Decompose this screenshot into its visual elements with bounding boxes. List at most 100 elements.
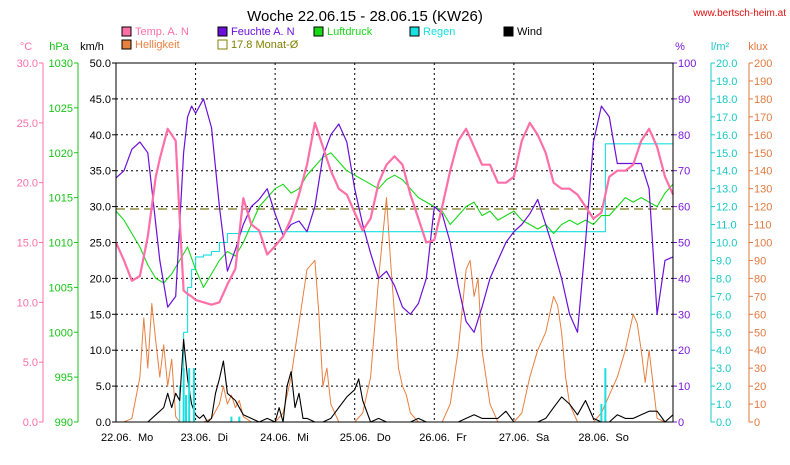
humidity-tick-label: 60 <box>678 202 690 214</box>
rain-tick-label: 13.0 <box>716 184 737 196</box>
wind-tick-label: 5.0 <box>96 381 111 393</box>
legend-label: Helligkeit <box>135 39 180 51</box>
rain-tick-label: 4.0 <box>716 345 731 357</box>
light-tick-label: 30 <box>754 363 766 375</box>
rain-tick-label: 11.0 <box>716 220 737 232</box>
x-date-label: 25.06. <box>340 432 371 444</box>
x-date-label: 24.06. <box>260 432 291 444</box>
pressure-tick-label: 1005 <box>49 282 73 294</box>
humidity-tick-label: 30 <box>678 309 690 321</box>
humidity-tick-label: 90 <box>678 94 690 106</box>
x-day-label: Do <box>377 432 391 444</box>
x-date-label: 22.06. <box>101 432 132 444</box>
temp-tick-label: 10.0 <box>17 297 38 309</box>
wind-tick-label: 40.0 <box>90 130 111 142</box>
temp-tick-label: 20.0 <box>17 178 38 190</box>
rain-tick-label: 9.0 <box>716 255 731 267</box>
pressure-tick-label: 1020 <box>49 148 73 160</box>
legend-label: Regen <box>423 26 455 38</box>
x-date-label: 26.06. <box>419 432 450 444</box>
legend-swatch <box>503 26 514 37</box>
light-tick-label: 190 <box>754 76 772 88</box>
light-tick-label: 100 <box>754 238 772 250</box>
light-tick-label: 60 <box>754 309 766 321</box>
humidity-axis-unit: % <box>675 41 685 53</box>
series-feuchte-a-n-line <box>115 98 674 333</box>
light-tick-label: 160 <box>754 130 772 142</box>
x-date-label: 27.06. <box>499 432 530 444</box>
light-tick-label: 40 <box>754 345 766 357</box>
humidity-tick-label: 70 <box>678 166 690 178</box>
light-tick-label: 150 <box>754 148 772 160</box>
pressure-tick-label: 990 <box>55 417 73 429</box>
rain-tick-label: 14.0 <box>716 166 737 178</box>
humidity-tick-label: 0 <box>678 417 684 429</box>
wind-tick-label: 10.0 <box>90 345 111 357</box>
wind-axis-unit: km/h <box>80 41 104 53</box>
rain-tick-label: 5.0 <box>716 327 731 339</box>
light-tick-label: 130 <box>754 184 772 196</box>
wind-tick-label: 15.0 <box>90 309 111 321</box>
light-tick-label: 120 <box>754 202 772 214</box>
rain-tick-label: 0.0 <box>716 417 731 429</box>
rain-tick-label: 3.0 <box>716 363 731 375</box>
temp-tick-label: 0.0 <box>23 417 38 429</box>
humidity-tick-label: 50 <box>678 238 690 250</box>
plot-frame <box>115 62 674 423</box>
x-day-label: Sa <box>536 432 550 444</box>
wind-tick-label: 45.0 <box>90 94 111 106</box>
legend-swatch <box>217 26 228 37</box>
pressure-tick-label: 1025 <box>49 103 73 115</box>
rain-tick-label: 2.0 <box>716 381 731 393</box>
rain-tick-label: 18.0 <box>716 94 737 106</box>
pressure-tick-label: 995 <box>55 372 73 384</box>
legend-swatch <box>121 39 132 50</box>
rain-tick-label: 1.0 <box>716 399 731 411</box>
rain-tick-label: 15.0 <box>716 148 737 160</box>
axes: 0.05.010.015.020.025.030.099099510001005… <box>17 58 773 429</box>
legend-swatch <box>121 26 132 37</box>
wind-tick-label: 0.0 <box>96 417 111 429</box>
rain-tick-label: 12.0 <box>716 202 737 214</box>
legend-label: Temp. A. N <box>135 26 189 38</box>
pressure-tick-label: 1000 <box>49 327 73 339</box>
light-tick-label: 80 <box>754 273 766 285</box>
wind-tick-label: 35.0 <box>90 166 111 178</box>
series-wind-line <box>116 338 674 423</box>
humidity-tick-label: 10 <box>678 381 690 393</box>
light-tick-label: 20 <box>754 381 766 393</box>
series-luftdruck-line <box>115 152 674 288</box>
rain-tick-label: 20.0 <box>716 58 737 70</box>
pressure-tick-label: 1015 <box>49 193 73 205</box>
light-tick-label: 170 <box>754 112 772 124</box>
light-tick-label: 50 <box>754 327 766 339</box>
x-axis-labels: 22.06. Mo 23.06. Di 24.06. Mi 25.06. Do 26.06. Fr… <box>101 432 629 444</box>
light-tick-label: 70 <box>754 291 766 303</box>
series-layer <box>114 98 675 423</box>
source-url: www.bertsch-heim.at <box>692 8 786 19</box>
rain-tick-label: 8.0 <box>716 273 731 285</box>
light-tick-label: 90 <box>754 255 766 267</box>
legend-label: Luftdruck <box>327 26 373 38</box>
x-day-label: Mi <box>297 432 309 444</box>
rain-axis-unit: l/m² <box>711 41 730 53</box>
light-axis-unit: klux <box>748 41 768 53</box>
light-tick-label: 0 <box>754 417 760 429</box>
x-day-label: So <box>615 432 628 444</box>
chart-title: Woche 22.06.15 - 28.06.15 (KW26) <box>247 8 483 25</box>
light-tick-label: 200 <box>754 58 772 70</box>
x-date-label: 23.06. <box>181 432 212 444</box>
temp-tick-label: 15.0 <box>17 238 38 250</box>
legend-swatch <box>217 39 228 50</box>
legend-label: 17.8 Monat-Ø <box>231 39 299 51</box>
humidity-tick-label: 20 <box>678 345 690 357</box>
rain-tick-label: 17.0 <box>716 112 737 124</box>
series-temp-a-n-line <box>114 121 675 306</box>
rain-tick-label: 6.0 <box>716 309 731 321</box>
rain-tick-label: 7.0 <box>716 291 731 303</box>
light-tick-label: 140 <box>754 166 772 178</box>
rain-tick-label: 16.0 <box>716 130 737 142</box>
pressure-tick-label: 1010 <box>49 238 73 250</box>
